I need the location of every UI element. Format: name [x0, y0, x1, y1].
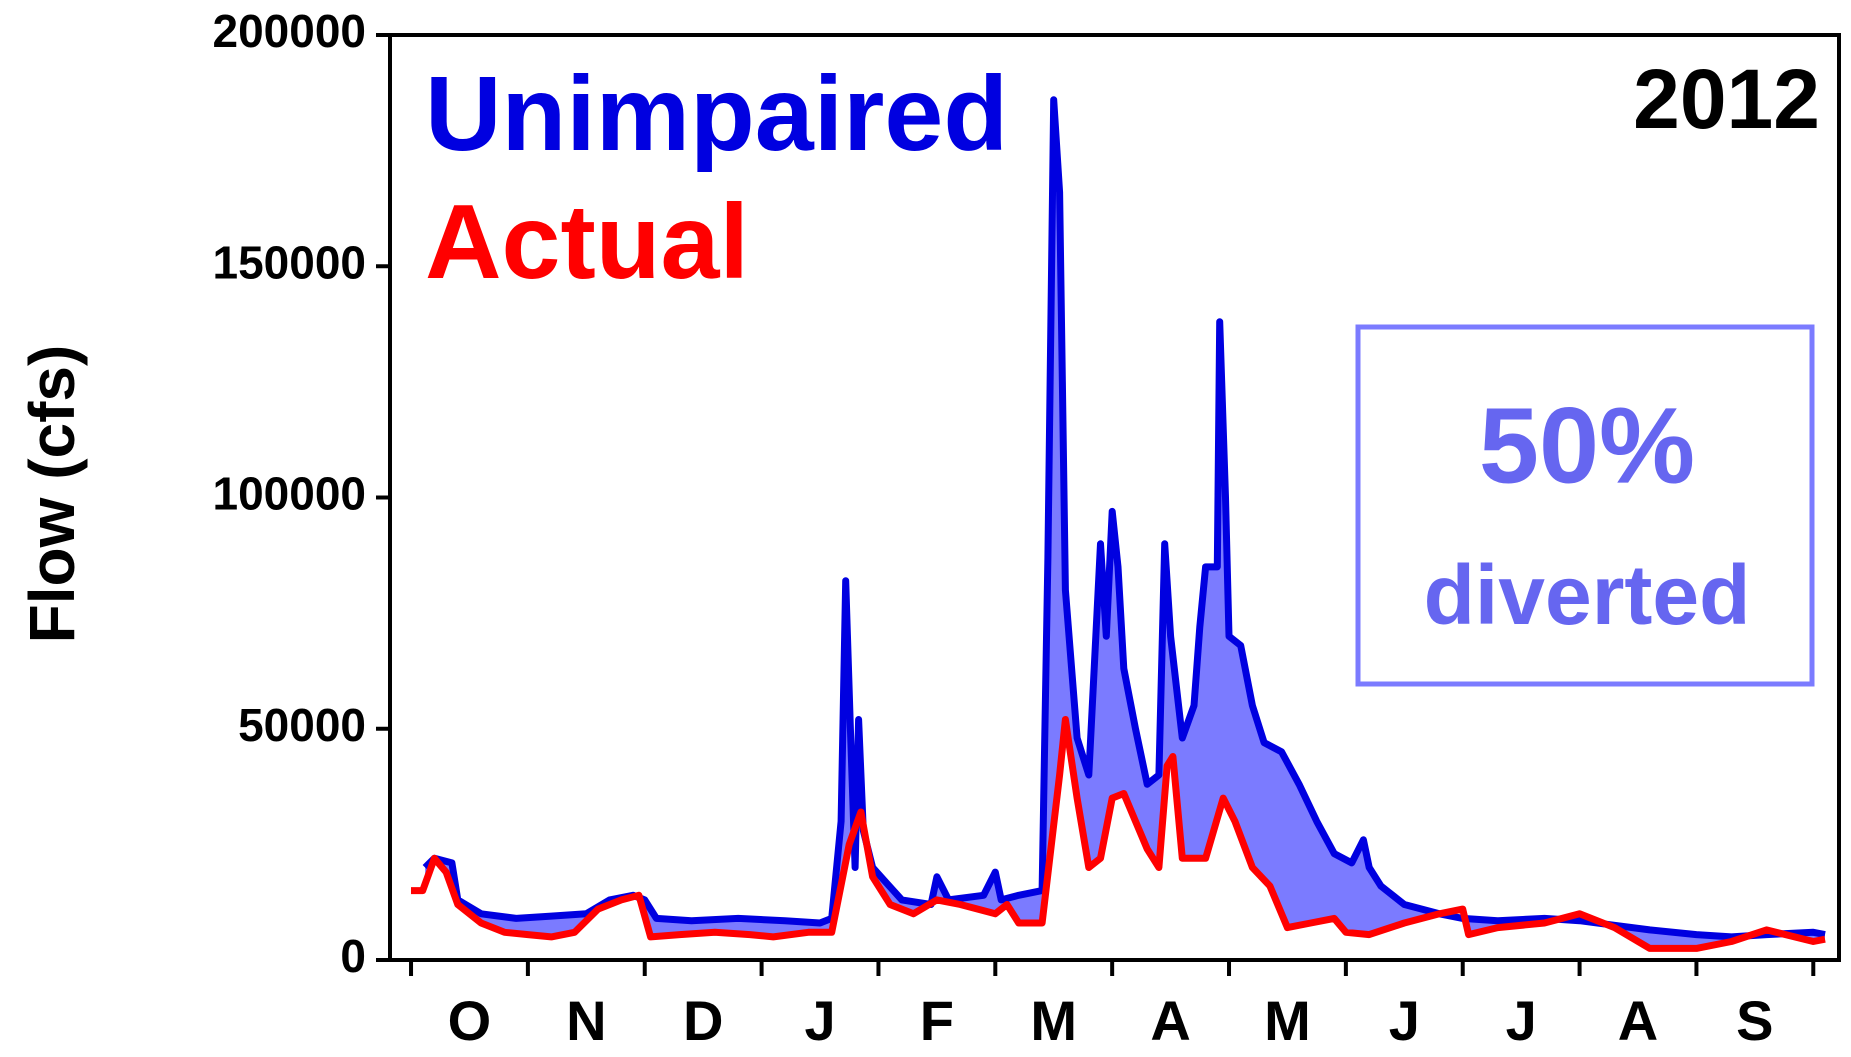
line: [411, 716, 1826, 952]
line: [422, 96, 1826, 941]
area: [425, 99, 1826, 961]
area: [411, 719, 1825, 960]
x-tick-label: A: [1618, 989, 1658, 1052]
legend-label: Actual: [425, 183, 749, 301]
x-tick-label: J: [804, 989, 835, 1052]
x-tick-label: M: [1030, 989, 1077, 1052]
x-tick-label: O: [448, 989, 492, 1052]
x-tick-label: D: [683, 989, 723, 1052]
x-tick-label: J: [1506, 989, 1537, 1052]
y-tick-label: 200000: [213, 5, 367, 57]
annotation-box: [1355, 324, 1815, 687]
year-label: 2012: [1633, 52, 1820, 146]
y-tick-label: 0: [340, 930, 366, 982]
diverted-label: diverted: [1424, 548, 1751, 642]
x-tick-label: S: [1736, 989, 1773, 1052]
x-tick-label: A: [1150, 989, 1190, 1052]
x-tick-label: J: [1389, 989, 1420, 1052]
legend-label: Unimpaired: [425, 55, 1008, 173]
x-tick-label: M: [1264, 989, 1311, 1052]
x-tick-label: N: [566, 989, 606, 1052]
y-tick-label: 100000: [213, 468, 367, 520]
y-tick-label: 50000: [238, 699, 366, 751]
y-tick-label: 150000: [213, 236, 367, 288]
y-axis-label: Flow (cfs): [16, 345, 88, 644]
percent-label: 50%: [1479, 385, 1695, 506]
x-tick-label: F: [920, 989, 954, 1052]
